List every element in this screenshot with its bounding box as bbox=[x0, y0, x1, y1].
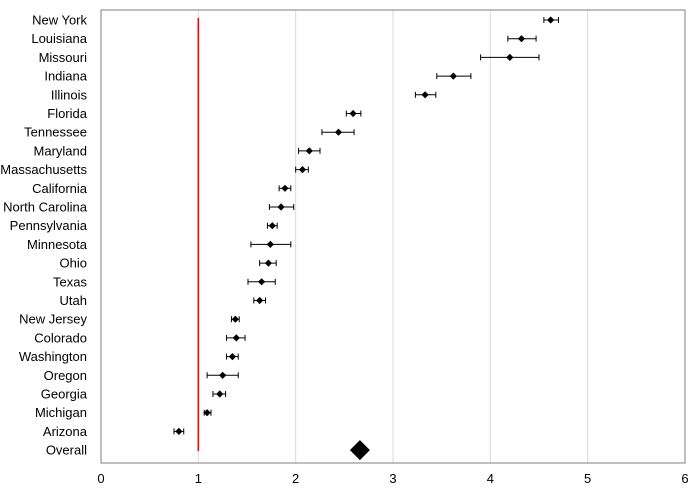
gridlines bbox=[197, 10, 589, 463]
point-marker bbox=[305, 147, 313, 155]
point-marker bbox=[349, 109, 357, 118]
category-label: Indiana bbox=[44, 69, 87, 84]
category-label: New York bbox=[32, 13, 87, 28]
category-label: Oregon bbox=[44, 368, 87, 383]
category-label: Maryland bbox=[34, 143, 87, 158]
point-marker bbox=[228, 353, 236, 361]
point-marker bbox=[256, 296, 264, 305]
point-marker bbox=[506, 53, 514, 61]
x-tick-label: 0 bbox=[97, 471, 104, 486]
category-label: Massachusetts bbox=[0, 162, 87, 177]
point-marker bbox=[216, 390, 224, 398]
category-label: North Carolina bbox=[3, 200, 88, 215]
category-label: Tennessee bbox=[24, 125, 87, 140]
point-marker bbox=[266, 240, 274, 248]
point-marker bbox=[281, 184, 289, 192]
point-marker bbox=[449, 72, 457, 80]
point-marker bbox=[232, 334, 240, 342]
point-marker bbox=[258, 278, 266, 286]
category-label: Washington bbox=[19, 349, 87, 364]
category-label: Louisiana bbox=[31, 31, 87, 46]
point-marker bbox=[264, 259, 273, 267]
category-label: Texas bbox=[53, 274, 87, 289]
data-points bbox=[175, 16, 555, 461]
point-marker bbox=[421, 91, 429, 99]
plot-border bbox=[100, 9, 686, 464]
category-label: Georgia bbox=[41, 387, 88, 402]
overall-diamond-marker bbox=[349, 440, 370, 461]
error-bars bbox=[173, 17, 559, 435]
category-label: Utah bbox=[60, 293, 87, 308]
point-marker bbox=[334, 128, 343, 136]
category-label: Minnesota bbox=[27, 237, 88, 252]
point-marker bbox=[547, 16, 555, 24]
category-label: Michigan bbox=[35, 405, 87, 420]
point-marker bbox=[277, 203, 285, 211]
category-label: Missouri bbox=[39, 50, 88, 65]
x-axis-tick-labels: 0 1 2 3 4 5 6 bbox=[97, 471, 688, 486]
point-marker bbox=[203, 409, 211, 417]
point-marker bbox=[517, 35, 526, 43]
category-label: Illinois bbox=[51, 87, 88, 102]
category-labels: New York Louisiana Missouri Indiana Illinois… bbox=[0, 13, 87, 458]
point-marker bbox=[298, 166, 307, 174]
x-tick-label: 6 bbox=[681, 471, 688, 486]
x-tick-label: 2 bbox=[292, 471, 299, 486]
category-label: California bbox=[32, 181, 88, 196]
category-label: Colorado bbox=[34, 330, 87, 345]
category-label: Ohio bbox=[60, 256, 87, 271]
category-label: Florida bbox=[47, 106, 88, 121]
plot-frame bbox=[100, 9, 686, 464]
point-marker bbox=[219, 371, 227, 379]
x-tick-label: 1 bbox=[195, 471, 202, 486]
category-label: Arizona bbox=[43, 424, 88, 439]
category-label: Overall bbox=[46, 443, 87, 458]
point-marker bbox=[231, 315, 239, 323]
category-label: New Jersey bbox=[19, 312, 87, 327]
point-marker bbox=[175, 427, 183, 435]
point-marker bbox=[268, 222, 276, 230]
category-label: Pennsylvania bbox=[10, 218, 88, 233]
x-tick-label: 3 bbox=[389, 471, 396, 486]
x-tick-label: 5 bbox=[584, 471, 591, 486]
x-tick-label: 4 bbox=[487, 471, 494, 486]
